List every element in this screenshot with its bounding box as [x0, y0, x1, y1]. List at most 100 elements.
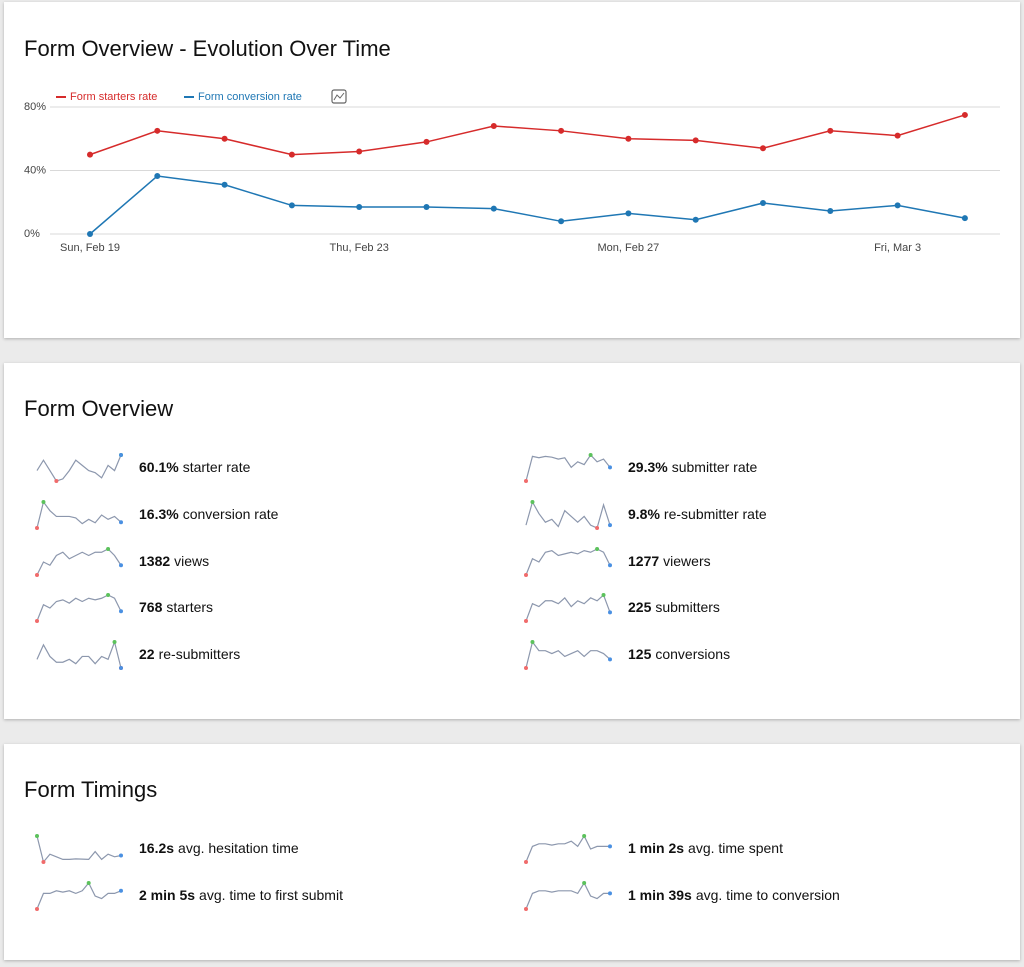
- sparkline-dot: [119, 888, 123, 893]
- sparkline: [524, 880, 612, 911]
- metric-value: 1277: [628, 552, 660, 569]
- sparkline-dot: [35, 906, 39, 911]
- data-point: [423, 138, 430, 145]
- card-title: Form Overview: [24, 396, 174, 421]
- legend-label: Form starters rate: [70, 91, 157, 103]
- sparkline-dot: [524, 619, 528, 624]
- data-point: [894, 202, 901, 209]
- sparkline-dot: [106, 546, 111, 551]
- data-point: [288, 151, 295, 158]
- sparkline-dot: [595, 525, 600, 530]
- sparkline-dot: [608, 522, 612, 527]
- sparkline-line: [525, 640, 611, 669]
- sparkline: [35, 880, 123, 911]
- overview-card: Form Overview: [4, 363, 1020, 719]
- sparkline: [35, 834, 123, 864]
- metric-value: 1 min 2s: [628, 840, 685, 856]
- sparkline-line: [525, 834, 610, 863]
- series-line: [89, 175, 966, 235]
- sparkline-dot: [112, 640, 117, 645]
- sparkline-line: [525, 547, 611, 575]
- series-line: [89, 114, 966, 156]
- sparkline-dot: [54, 479, 59, 483]
- data-point: [423, 204, 430, 211]
- sparkline-dot: [35, 572, 39, 577]
- data-point: [288, 202, 295, 209]
- metric-value: 2 min 5s: [139, 886, 196, 903]
- sparkline: [36, 640, 123, 671]
- card-title: Form Overview - Evolution Over Time: [24, 36, 391, 61]
- metric-value: 225: [628, 599, 652, 616]
- metric-item: 1382 views: [35, 541, 209, 581]
- metric-item: 768 starters: [35, 587, 213, 627]
- metric-value: 60.1%: [139, 459, 179, 475]
- metric-value: 1382: [139, 552, 171, 569]
- data-point: [490, 123, 497, 130]
- sparkline-dot: [608, 891, 612, 896]
- data-point: [692, 216, 699, 223]
- metric-value: 9.8%: [628, 505, 660, 522]
- sparkline-dot: [582, 880, 587, 885]
- metric-item: 9.8% re-submitter rate: [524, 494, 767, 534]
- sparkline-dot: [530, 640, 535, 645]
- data-point: [558, 127, 565, 134]
- metric-item: 16.2s avg. hesitation time: [35, 828, 299, 868]
- data-point: [760, 145, 766, 152]
- data-point: [692, 137, 699, 144]
- sparkline-dot: [35, 619, 39, 624]
- sparkline: [524, 453, 612, 483]
- metric-label: submitters: [655, 599, 720, 616]
- data-point: [558, 218, 565, 225]
- metric-label: starters: [166, 599, 214, 616]
- sparkline-dot: [588, 453, 593, 457]
- data-point: [356, 148, 363, 155]
- metric-item: 60.1% starter rate: [35, 447, 250, 487]
- x-tick-label: Fri, Mar 3: [874, 242, 921, 254]
- sparkline: [524, 640, 612, 671]
- metric-item: 16.3% conversion rate: [35, 494, 278, 534]
- sparkline-line: [36, 454, 122, 482]
- metric-item: 225 submitters: [524, 587, 720, 627]
- metric-value: 16.2s: [139, 840, 175, 856]
- metric-item: 22 re-submitters: [35, 634, 240, 674]
- data-point: [221, 181, 228, 188]
- metric-value: 22: [139, 646, 155, 663]
- sparkline-dot: [608, 657, 612, 662]
- sparkline-line: [525, 454, 611, 482]
- metric-label: conversions: [655, 646, 731, 663]
- sparkline-dot: [595, 546, 600, 551]
- metric-item: 1 min 2s avg. time spent: [524, 828, 783, 868]
- y-tick-label: 40%: [24, 164, 46, 176]
- sparkline-dot: [608, 562, 612, 567]
- sparkline-dot: [608, 610, 612, 615]
- sparkline-dot: [524, 860, 528, 864]
- data-point: [827, 127, 834, 134]
- card-title: Form Timings: [24, 777, 158, 802]
- metric-value: 768: [139, 599, 163, 616]
- sparkline-line: [36, 547, 122, 575]
- chart: 0% 40% 80% Sun, Feb 19 Thu, Feb 23 Mon, Feb 2…: [24, 89, 1000, 254]
- sparkline-dot: [524, 906, 528, 911]
- sparkline-line: [36, 500, 122, 528]
- sparkline-dot: [601, 593, 606, 598]
- metric-value: 29.3%: [628, 459, 668, 475]
- sparkline-dot: [119, 520, 123, 525]
- sparkline-dot: [608, 844, 612, 849]
- metric-value: 16.3%: [139, 505, 179, 522]
- x-tick-label: Mon, Feb 27: [598, 242, 660, 254]
- metric-label: views: [174, 552, 210, 569]
- metric-value: 125: [628, 646, 652, 663]
- metric-label: re-submitter rate: [663, 505, 767, 522]
- sparkline-dot: [530, 499, 535, 504]
- sparkline: [524, 834, 612, 864]
- metric-label: avg. hesitation time: [178, 840, 299, 856]
- sparkline-line: [525, 500, 611, 529]
- metric-label: conversion rate: [182, 505, 279, 522]
- sparkline-line: [36, 594, 122, 622]
- metric-label: avg. time to first submit: [199, 886, 343, 903]
- sparkline-line: [525, 594, 611, 622]
- data-point: [894, 132, 901, 139]
- sparkline-dot: [119, 853, 123, 858]
- data-point: [356, 204, 363, 211]
- metric-value: 1 min 39s: [628, 886, 692, 903]
